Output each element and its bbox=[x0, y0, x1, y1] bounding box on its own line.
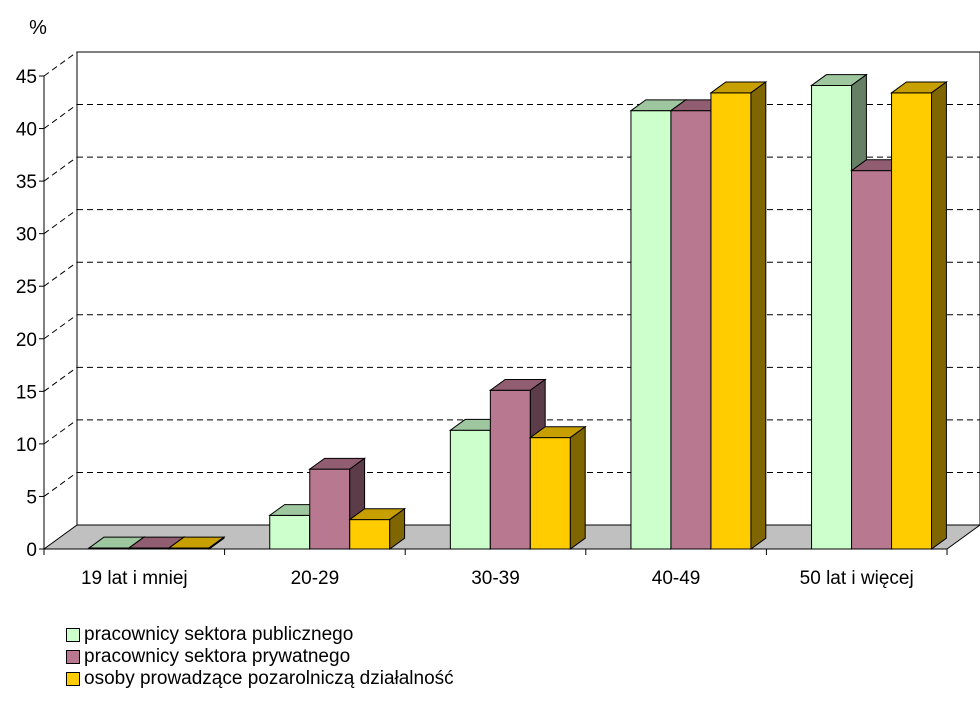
bar bbox=[167, 536, 226, 550]
legend-item-private: pracownicy sektora prywatnego bbox=[66, 646, 454, 668]
bar bbox=[348, 507, 407, 550]
bar-front bbox=[710, 92, 752, 550]
x-tick-label: 40-49 bbox=[652, 568, 701, 589]
axis-labels: 0 5 10 15 20 25 30 35 40 45% 19 lat i mniej 20-29 30… bbox=[16, 17, 914, 589]
x-tick-label: 30-39 bbox=[471, 568, 520, 589]
bar-side bbox=[569, 425, 586, 550]
bar bbox=[488, 378, 547, 550]
bar-front bbox=[529, 437, 571, 550]
bar-front bbox=[309, 468, 351, 550]
bar-front bbox=[349, 519, 391, 550]
gridline-diagonal bbox=[43, 472, 78, 497]
bar-side bbox=[208, 536, 225, 550]
bar-front bbox=[891, 92, 933, 550]
gridline-diagonal bbox=[43, 261, 78, 287]
legend-label-private: pracownicy sektora prywatnego bbox=[84, 646, 351, 667]
y-tick-label: 10 bbox=[16, 435, 37, 456]
gridline-diagonal bbox=[43, 419, 78, 445]
y-tick-label: 40 bbox=[16, 120, 37, 141]
legend-swatch-self-employed bbox=[66, 672, 80, 686]
x-tick-label: 20-29 bbox=[291, 568, 340, 589]
gridline-diagonal bbox=[43, 314, 78, 340]
x-tick-label: 50 lat i więcej bbox=[800, 568, 914, 589]
gridline-diagonal bbox=[43, 209, 78, 235]
bar-side bbox=[389, 507, 406, 550]
y-tick-label: 35 bbox=[16, 172, 37, 193]
bar-front bbox=[630, 110, 672, 550]
y-tick-label: 0 bbox=[26, 540, 37, 561]
gridline-diagonal bbox=[43, 156, 78, 182]
legend-label-self-employed: osoby prowadzące pozarolniczą działalnoś… bbox=[84, 668, 454, 689]
bar-side bbox=[750, 81, 767, 550]
y-axis-label: % bbox=[29, 17, 47, 39]
bar bbox=[709, 81, 768, 550]
bar-front bbox=[851, 170, 893, 550]
legend-label-public: pracownicy sektora publicznego bbox=[84, 624, 354, 645]
bar bbox=[528, 425, 587, 550]
legend-item-public: pracownicy sektora publicznego bbox=[66, 624, 454, 646]
y-tick-label: 25 bbox=[16, 277, 37, 298]
x-tick-label: 19 lat i mniej bbox=[81, 568, 188, 589]
gridline-diagonal bbox=[43, 51, 78, 77]
bar-front bbox=[269, 514, 311, 550]
gridline-diagonal bbox=[43, 104, 78, 129]
legend-swatch-public bbox=[66, 628, 80, 642]
bar-front bbox=[670, 110, 712, 550]
y-tick-label: 15 bbox=[16, 382, 37, 403]
legend: pracownicy sektora publicznego pracownic… bbox=[66, 624, 454, 690]
y-tick-label: 20 bbox=[16, 330, 37, 351]
bar-front bbox=[489, 389, 531, 550]
gridline-diagonal bbox=[43, 366, 78, 392]
bars bbox=[87, 73, 948, 550]
bar-front bbox=[811, 84, 853, 550]
bar bbox=[890, 81, 948, 550]
legend-item-self-employed: osoby prowadzące pozarolniczą działalnoś… bbox=[66, 668, 454, 690]
bar-front bbox=[449, 429, 491, 550]
bar-side bbox=[931, 81, 947, 550]
y-tick-label: 30 bbox=[16, 225, 37, 246]
legend-swatch-private bbox=[66, 650, 80, 664]
y-tick-label: 5 bbox=[26, 487, 37, 508]
y-tick-label: 45 bbox=[16, 67, 37, 88]
